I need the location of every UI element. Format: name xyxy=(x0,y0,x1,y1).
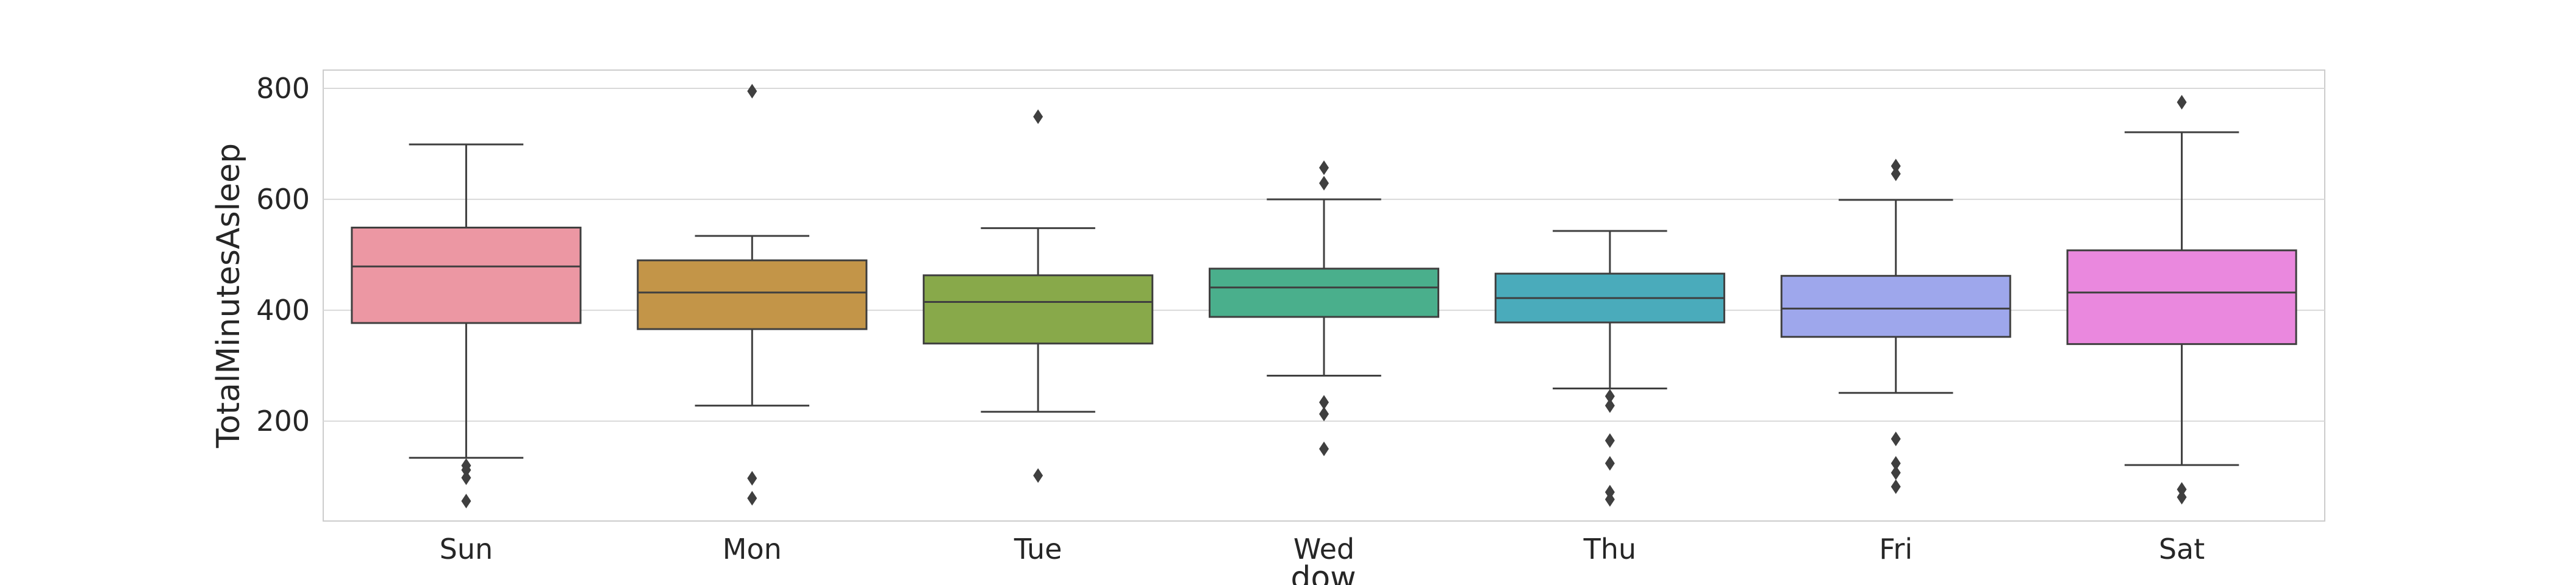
iqr-box-tue xyxy=(923,274,1154,345)
outlier-tue-1 xyxy=(1033,468,1043,483)
outlier-mon-1 xyxy=(747,470,757,486)
iqr-box-mon xyxy=(637,259,868,330)
x-tick-label-wed: Wed xyxy=(1293,533,1354,566)
box-sat xyxy=(2066,94,2297,505)
iqr-box-sat xyxy=(2066,249,2297,346)
outlier-sun-1 xyxy=(461,463,471,478)
box-wed xyxy=(1208,160,1440,456)
outlier-mon-0 xyxy=(747,83,757,99)
outlier-sat-0 xyxy=(2177,94,2187,110)
boxes xyxy=(351,83,2297,509)
outlier-sat-1 xyxy=(2177,482,2187,497)
outlier-wed-2 xyxy=(1319,395,1329,410)
x-tick-label-mon: Mon xyxy=(723,533,782,566)
outlier-fri-2 xyxy=(1891,431,1901,447)
x-tick-label-sat: Sat xyxy=(2159,533,2205,566)
outlier-thu-3 xyxy=(1605,456,1615,471)
outlier-wed-4 xyxy=(1319,441,1329,456)
outlier-fri-3 xyxy=(1891,456,1901,471)
box-sun xyxy=(351,143,582,509)
y-tick-label-200: 200 xyxy=(256,405,310,438)
outlier-fri-1 xyxy=(1891,166,1901,182)
x-axis-label: dow xyxy=(1290,560,1356,585)
outlier-fri-4 xyxy=(1891,465,1901,480)
box-tue xyxy=(923,109,1154,483)
iqr-box-fri xyxy=(1780,275,2011,338)
y-axis-label: TotalMinutesAsleep xyxy=(210,143,247,448)
outlier-thu-2 xyxy=(1605,433,1615,448)
iqr-box-sun xyxy=(351,226,582,324)
outlier-wed-1 xyxy=(1319,176,1329,191)
x-tick-label-tue: Tue xyxy=(1014,533,1062,566)
y-tick-label-400: 400 xyxy=(256,294,310,327)
y-axis-ticks: 200 400 600 800 xyxy=(256,72,310,438)
y-tick-label-800: 800 xyxy=(256,72,310,105)
outlier-sat-2 xyxy=(2177,489,2187,505)
outlier-fri-0 xyxy=(1891,158,1901,174)
x-tick-label-sun: Sun xyxy=(440,533,493,566)
x-axis-ticks: Sun Mon Tue Wed Thu Fri Sat xyxy=(440,533,2205,566)
iqr-box-wed xyxy=(1208,268,1440,318)
y-tick-label-600: 600 xyxy=(256,183,310,216)
outlier-wed-3 xyxy=(1319,406,1329,422)
outlier-thu-1 xyxy=(1605,398,1615,413)
outlier-sun-3 xyxy=(461,494,471,509)
outlier-wed-0 xyxy=(1319,160,1329,176)
outlier-sun-2 xyxy=(461,470,471,486)
outlier-thu-0 xyxy=(1605,389,1615,404)
box-fri xyxy=(1780,158,2011,494)
outlier-fri-5 xyxy=(1891,479,1901,494)
x-tick-label-thu: Thu xyxy=(1583,533,1636,566)
outlier-mon-2 xyxy=(747,491,757,506)
outlier-thu-5 xyxy=(1605,492,1615,507)
box-mon xyxy=(637,83,868,506)
outlier-tue-0 xyxy=(1033,109,1043,124)
box-thu xyxy=(1494,230,1725,507)
x-tick-label-fri: Fri xyxy=(1879,533,1912,566)
